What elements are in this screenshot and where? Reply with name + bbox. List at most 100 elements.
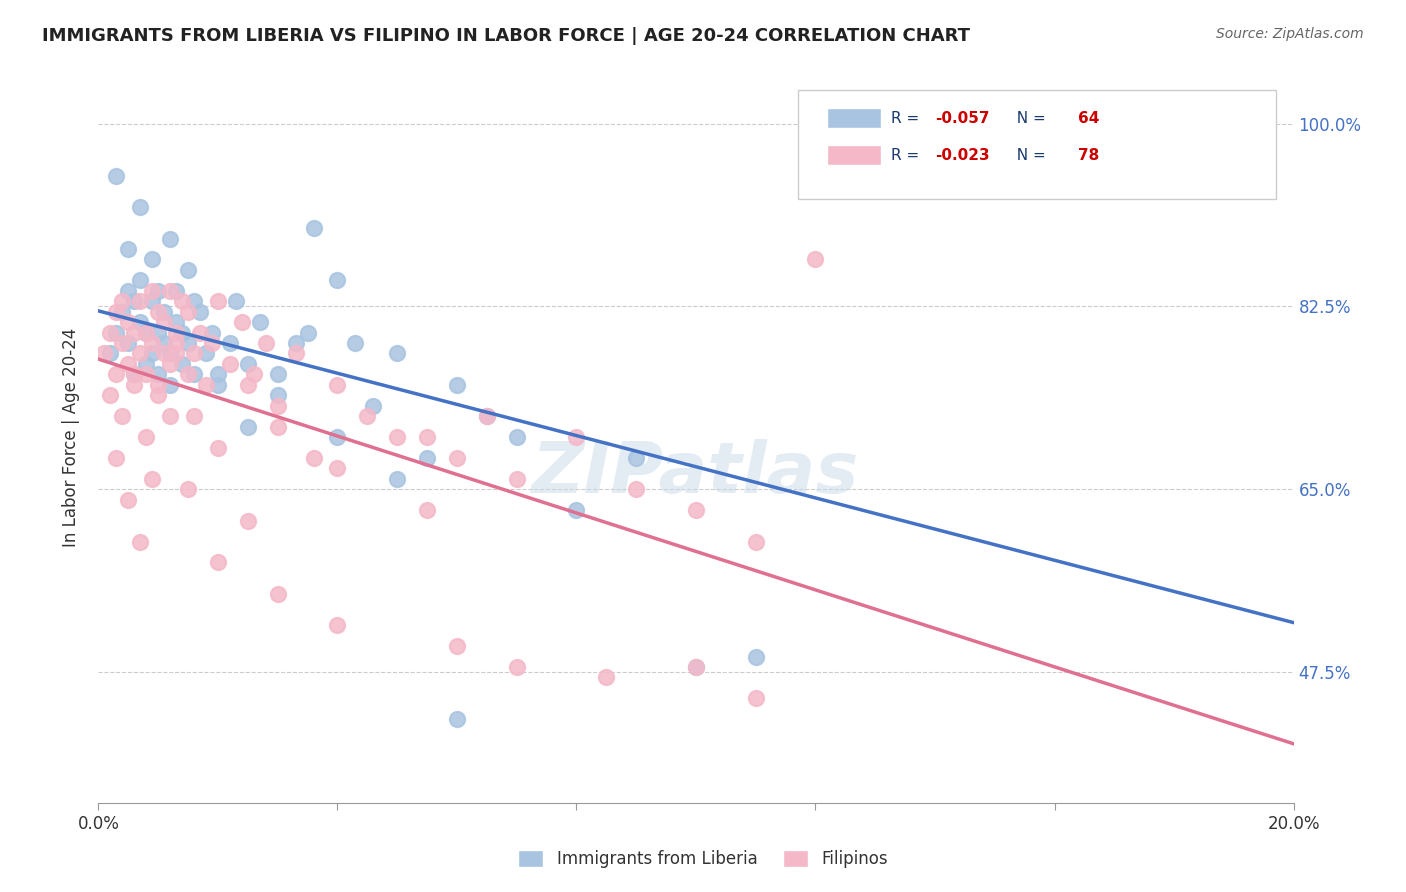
Point (117, 492, 139, 507)
Point (267, 368, 290, 382)
Point (565, 503, 588, 517)
Point (105, 304, 128, 318)
Point (117, 284, 139, 298)
Point (177, 304, 200, 318)
Point (506, 430, 529, 444)
Point (165, 284, 187, 298)
Point (129, 294, 152, 309)
Point (326, 461, 349, 475)
Point (93, 346, 115, 360)
Legend: Immigrants from Liberia, Filipinos: Immigrants from Liberia, Filipinos (512, 843, 894, 875)
Point (385, 346, 409, 360)
Point (135, 357, 157, 371)
Point (105, 450, 128, 465)
Point (177, 368, 200, 382)
Point (195, 346, 218, 360)
Point (236, 357, 259, 371)
Point (183, 409, 205, 424)
Point (159, 377, 181, 392)
Point (201, 326, 224, 340)
Point (446, 712, 468, 726)
Point (117, 357, 139, 371)
Point (141, 284, 163, 298)
Point (446, 377, 468, 392)
Point (243, 368, 266, 382)
Point (804, 252, 827, 267)
Point (416, 430, 439, 444)
Point (124, 368, 146, 382)
Point (188, 326, 211, 340)
Point (219, 357, 242, 371)
Point (153, 346, 176, 360)
Point (129, 315, 152, 329)
Point (159, 231, 181, 245)
Point (98, 326, 122, 340)
Point (565, 430, 588, 444)
Point (385, 472, 409, 486)
Point (219, 336, 242, 351)
Text: 78: 78 (1078, 148, 1099, 163)
Point (111, 294, 134, 309)
Point (141, 472, 163, 486)
Point (183, 294, 205, 309)
Point (207, 294, 229, 309)
Point (207, 368, 229, 382)
Point (326, 618, 349, 632)
Point (177, 336, 200, 351)
Point (153, 315, 176, 329)
Point (236, 514, 259, 528)
Point (135, 430, 157, 444)
Point (159, 346, 181, 360)
Point (124, 326, 146, 340)
Point (685, 660, 707, 674)
Point (165, 315, 187, 329)
Point (446, 450, 468, 465)
Point (284, 336, 307, 351)
Point (207, 377, 229, 392)
Point (165, 346, 187, 360)
Point (153, 336, 176, 351)
Point (111, 304, 134, 318)
Point (135, 368, 157, 382)
Point (326, 377, 349, 392)
Point (626, 450, 648, 465)
Point (117, 242, 139, 256)
Point (326, 273, 349, 287)
Point (159, 284, 181, 298)
Point (111, 336, 134, 351)
Point (153, 304, 176, 318)
Point (177, 483, 200, 497)
Point (207, 441, 229, 455)
Point (129, 346, 152, 360)
Point (416, 450, 439, 465)
Point (225, 294, 247, 309)
Point (105, 368, 128, 382)
Point (183, 368, 205, 382)
Point (141, 336, 163, 351)
Text: N =: N = (1007, 148, 1050, 163)
Point (135, 326, 157, 340)
Point (165, 336, 187, 351)
Point (148, 377, 170, 392)
Point (363, 399, 385, 413)
Point (475, 409, 498, 424)
Y-axis label: In Labor Force | Age 20-24: In Labor Force | Age 20-24 (62, 327, 80, 547)
Point (385, 430, 409, 444)
Point (98, 388, 122, 402)
Point (984, 117, 1007, 131)
Point (626, 483, 648, 497)
Point (111, 409, 134, 424)
Point (326, 430, 349, 444)
Point (685, 660, 707, 674)
Point (267, 587, 290, 601)
Point (148, 326, 170, 340)
Text: IMMIGRANTS FROM LIBERIA VS FILIPINO IN LABOR FORCE | AGE 20-24 CORRELATION CHART: IMMIGRANTS FROM LIBERIA VS FILIPINO IN L… (42, 27, 970, 45)
Point (124, 368, 146, 382)
Point (267, 388, 290, 402)
FancyBboxPatch shape (827, 145, 882, 165)
Point (135, 326, 157, 340)
Point (141, 252, 163, 267)
Point (105, 169, 128, 183)
Point (148, 388, 170, 402)
Point (302, 450, 325, 465)
